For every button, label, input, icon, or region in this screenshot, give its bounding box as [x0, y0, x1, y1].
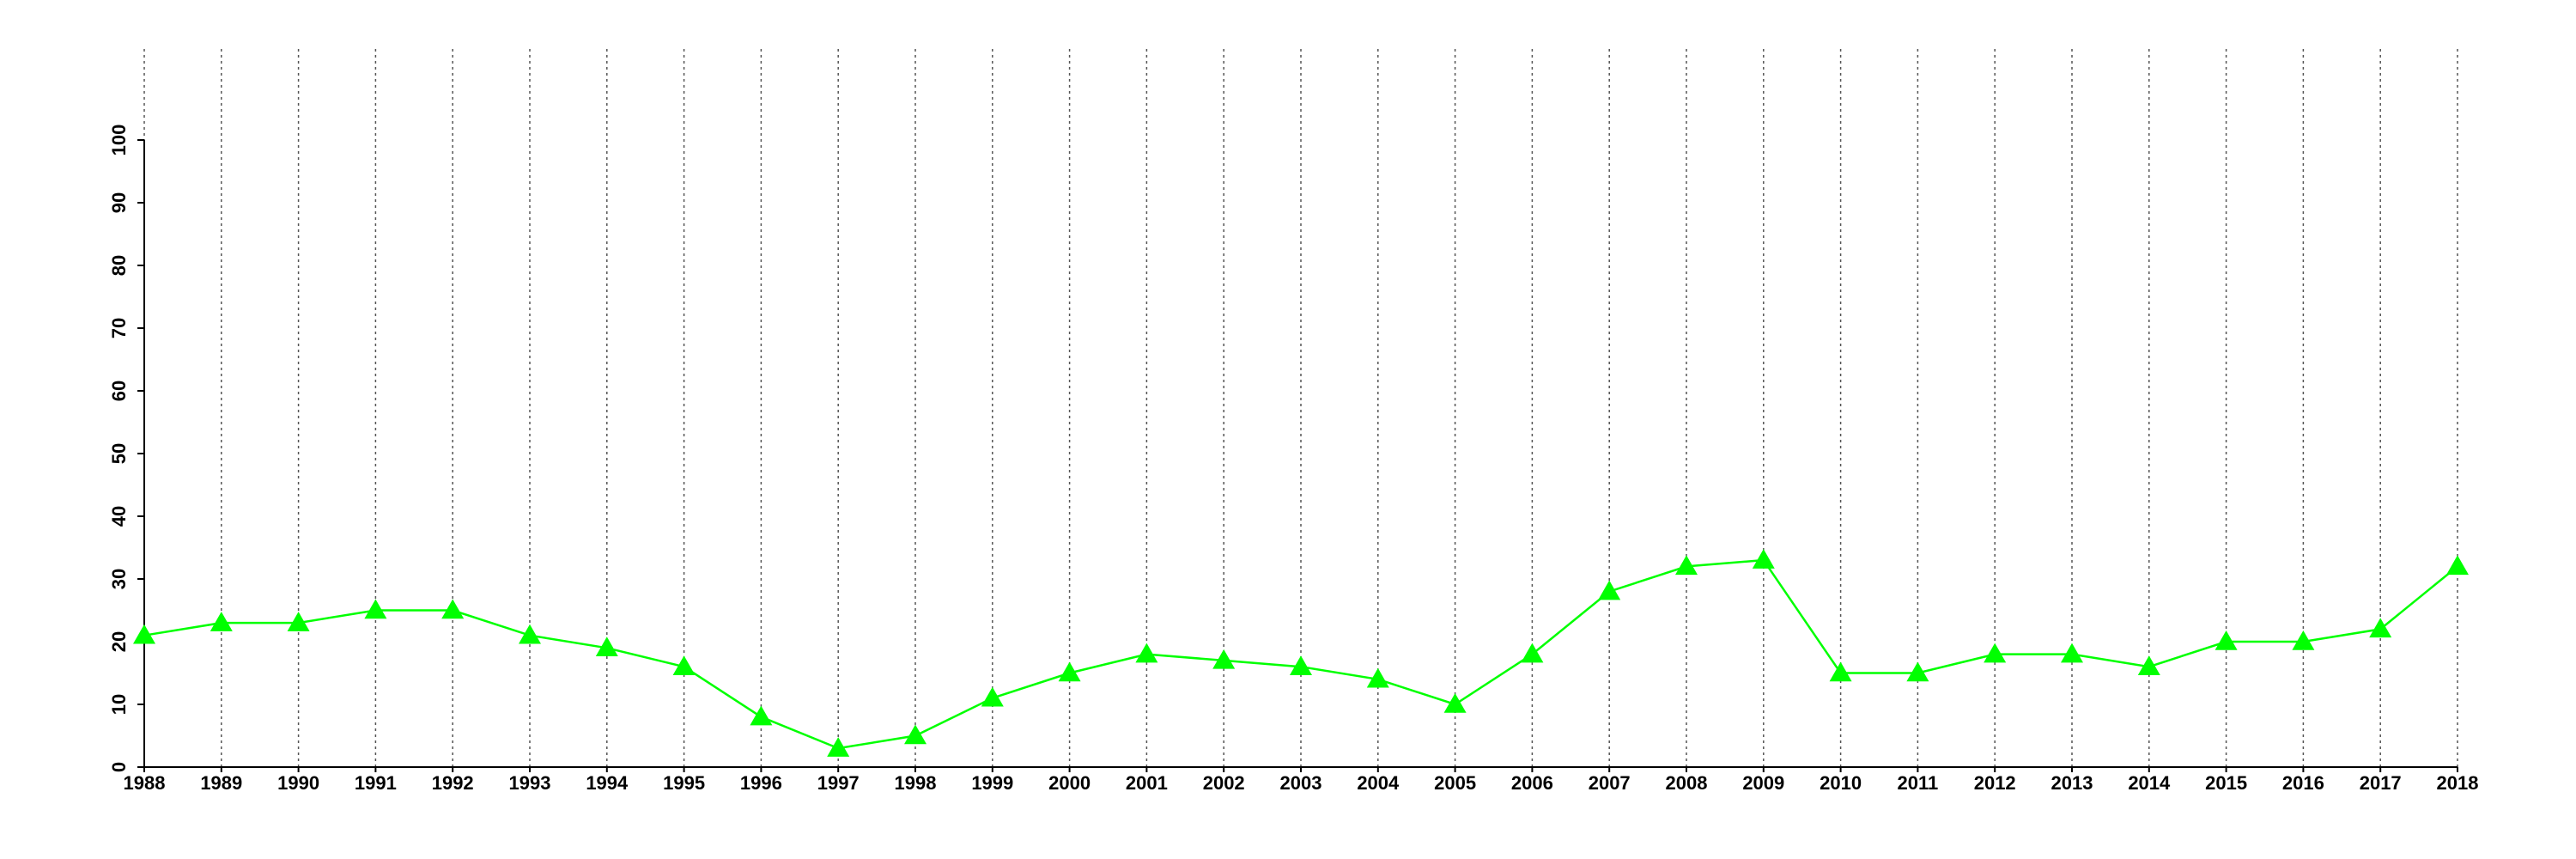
x-tick-label: 1992: [432, 772, 474, 794]
x-tick-label: 2005: [1434, 772, 1476, 794]
x-tick-label: 2011: [1898, 772, 1939, 794]
marker: [827, 737, 850, 757]
marker: [1521, 643, 1544, 663]
y-tick-label: 80: [108, 255, 130, 276]
marker: [1058, 661, 1081, 682]
x-tick-label: 2006: [1511, 772, 1553, 794]
x-tick-label: 2018: [2437, 772, 2479, 794]
marker: [1290, 655, 1312, 675]
x-tick-label: 1994: [586, 772, 629, 794]
x-tick-label: 2007: [1589, 772, 1631, 794]
marker: [1135, 643, 1158, 663]
marker: [210, 612, 233, 631]
marker: [1675, 555, 1698, 576]
marker: [981, 686, 1004, 707]
marker: [287, 612, 310, 631]
series-line: [143, 558, 2458, 750]
x-tick-label: 2008: [1666, 772, 1708, 794]
x-tick-label: 1990: [277, 772, 319, 794]
y-tick-label: 20: [108, 631, 130, 652]
marker: [133, 624, 155, 644]
y-tick-label: 0: [108, 762, 130, 772]
x-tick-label: 2001: [1126, 772, 1168, 794]
x-tick-label: 1991: [355, 772, 397, 794]
marker: [1984, 643, 2007, 663]
y-tick-label: 70: [108, 318, 130, 338]
x-tick-label: 2016: [2282, 772, 2324, 794]
x-tick-label: 2009: [1742, 772, 1784, 794]
x-tick-label: 2012: [1974, 772, 2016, 794]
x-tick-label: 2010: [1820, 772, 1862, 794]
y-tick-label: 30: [108, 569, 130, 589]
y-tick-label: 50: [108, 443, 130, 464]
marker: [2061, 643, 2083, 663]
marker: [750, 705, 773, 726]
marker: [364, 599, 387, 619]
x-tick-label: 1998: [895, 772, 937, 794]
marker: [1366, 667, 1389, 688]
marker: [2215, 631, 2238, 650]
x-tick-label: 1997: [817, 772, 860, 794]
marker: [441, 599, 465, 619]
marker: [2369, 618, 2392, 638]
marker: [1598, 580, 1621, 600]
x-tick-label: 2000: [1048, 772, 1091, 794]
x-tick-label: 1995: [663, 772, 705, 794]
marker: [1906, 661, 1929, 682]
marker: [519, 624, 541, 644]
x-tick-label: 2014: [2128, 772, 2171, 794]
y-tick-label: 60: [108, 381, 130, 401]
x-tick-label: 1993: [509, 772, 551, 794]
marker: [904, 724, 927, 745]
x-tick-label: 2002: [1203, 772, 1245, 794]
x-tick-label: 2017: [2360, 772, 2402, 794]
marker: [1443, 693, 1467, 713]
marker: [1829, 661, 1852, 682]
x-tick-label: 1989: [200, 772, 242, 794]
marker: [672, 655, 696, 675]
x-tick-label: 1999: [971, 772, 1013, 794]
marker: [595, 637, 618, 657]
y-tick-label: 40: [108, 506, 130, 527]
marker: [2446, 555, 2469, 576]
x-tick-label: 2003: [1280, 772, 1322, 794]
marker: [1752, 549, 1775, 569]
y-tick-label: 100: [108, 125, 130, 156]
y-tick-label: 90: [108, 192, 130, 213]
x-tick-label: 2004: [1357, 772, 1400, 794]
x-tick-label: 2013: [2051, 772, 2093, 794]
marker: [1212, 649, 1236, 669]
marker: [2292, 631, 2315, 650]
marker: [2137, 655, 2160, 675]
x-tick-label: 2015: [2205, 772, 2247, 794]
x-tick-label: 1996: [740, 772, 782, 794]
y-tick-label: 10: [108, 694, 130, 715]
x-tick-label: 1988: [124, 772, 166, 794]
